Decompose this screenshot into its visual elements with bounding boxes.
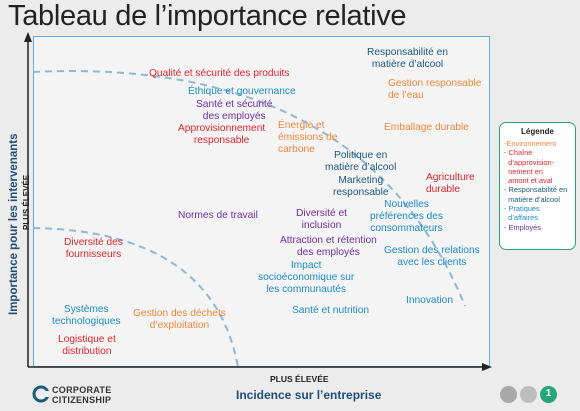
label-diversite-fourn: Diversité des fournisseurs: [64, 237, 123, 260]
label-logistique: Logistique et distribution: [58, 334, 116, 357]
label-resp-alcool: Responsabilité en matière d’alcool: [367, 47, 448, 70]
legend-item-business: - Pratiques d’affaires: [504, 204, 540, 223]
corporate-citizenship-logo-icon: [32, 385, 50, 403]
y-axis-title: Importance pour les intervenants: [8, 133, 20, 316]
label-agriculture: Agriculture durable: [426, 172, 475, 195]
outer-priority-curve: [33, 70, 466, 307]
label-approvisionnement: Approvisionnement responsable: [178, 123, 266, 146]
label-nouvelles-pref: Nouvelles préférences des consommateurs: [370, 199, 444, 234]
label-qualite: Qualité et sécurité des produits: [149, 68, 290, 79]
y-axis-high-label: PLUS ÉLEVÉE: [22, 174, 31, 230]
legend-item-supply-chain: - Chaîne d’approvision- nement en amont …: [504, 148, 555, 186]
label-ethique: Éthique et gouvernance: [188, 86, 296, 97]
page-dot-inactive[interactable]: [500, 386, 517, 403]
logo-text: CORPORATE CITIZENSHIP: [52, 385, 112, 405]
label-gestion-eau: Gestion responsable de l’eau: [388, 78, 482, 101]
page-title: Tableau de l’importance relative: [8, 0, 407, 32]
page-dot-inactive[interactable]: [520, 386, 537, 403]
legend-item-alcohol: - Responsabilité en matière d’alcool: [504, 185, 568, 204]
label-energie: Énergie et émissions de carbone: [278, 120, 338, 155]
logo-line-2: CITIZENSHIP: [52, 395, 112, 405]
x-axis-high-label: PLUS ÉLEVÉE: [270, 374, 329, 384]
materiality-matrix: [33, 36, 490, 367]
logo-line-1: CORPORATE: [52, 385, 112, 395]
label-impact: Impact socioéconomique sur les communaut…: [258, 260, 355, 295]
label-diversite-inclusion: Diversité et inclusion: [296, 208, 347, 231]
label-politique-alcool: Politique en matière d’alcool: [325, 150, 397, 173]
legend-item-environment: -Environnement: [504, 139, 557, 148]
label-systemes: Systèmes technologiques: [52, 304, 121, 327]
legend-item-employees: - Employés: [504, 222, 541, 232]
label-marketing: Marketing responsable: [333, 175, 389, 198]
inner-priority-curve: [33, 227, 239, 367]
priority-curves: [33, 70, 466, 367]
page-number: 1: [545, 388, 552, 399]
page-dot-current[interactable]: 1: [540, 386, 557, 403]
label-innovation: Innovation: [406, 295, 454, 306]
label-attraction: Attraction et rétention des employés: [280, 235, 377, 258]
label-sante-nutrition: Santé et nutrition: [292, 305, 370, 316]
x-axis-title: Incidence sur l’entreprise: [236, 388, 382, 402]
label-normes: Normes de travail: [178, 210, 258, 221]
label-dechets: Gestion des déchets d’exploitation: [133, 308, 226, 331]
legend: Légende -Environnement - Chaîne d’approv…: [499, 122, 576, 250]
label-gestion-relations: Gestion des relations avec les clients: [384, 245, 480, 268]
label-sante-employes: Santé et sécurité des employés: [196, 99, 273, 122]
legend-title: Légende: [521, 127, 554, 136]
label-emballage: Emballage durable: [384, 122, 469, 133]
